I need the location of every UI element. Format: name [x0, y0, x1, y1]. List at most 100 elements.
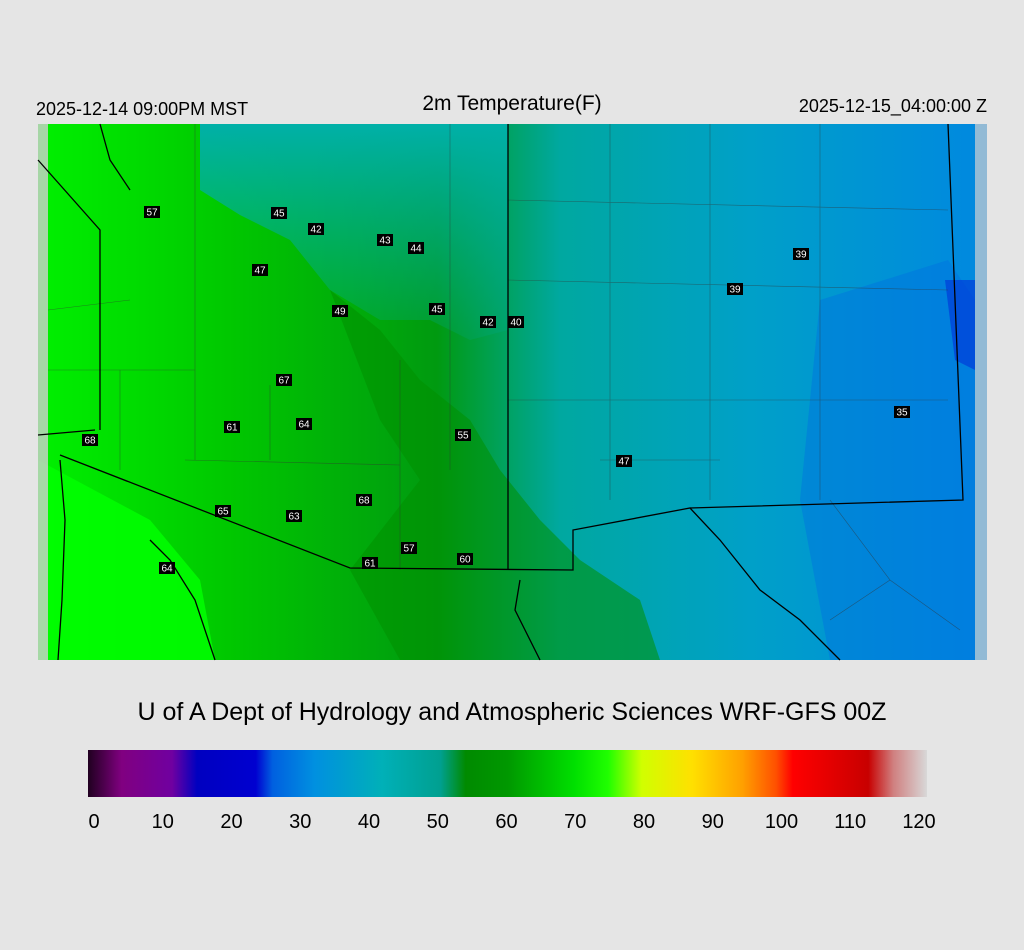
colorbar-tick-label: 40 [358, 811, 380, 833]
station-value: 60 [459, 555, 471, 566]
valid-local-time: 2025-12-14 09:00PM MST [36, 99, 248, 119]
station-value: 40 [510, 318, 522, 329]
station-box [224, 421, 240, 433]
station: 39 [727, 283, 743, 296]
station-value: 42 [310, 225, 322, 236]
colorbar-tick-label: 100 [765, 811, 798, 833]
station: 35 [894, 406, 910, 419]
station-value: 39 [729, 285, 741, 296]
colorbar [88, 750, 927, 797]
station-value: 55 [457, 431, 469, 442]
station-box [144, 206, 160, 218]
station-box [159, 562, 175, 574]
station: 47 [252, 264, 268, 277]
station-value: 35 [896, 408, 908, 419]
colorbar-tick-label: 80 [633, 811, 655, 833]
colorbar-tick-label: 110 [834, 811, 866, 833]
colorbar-ticks: 0 10 20 30 40 50 60 70 80 90 100 110 120 [88, 811, 935, 833]
colorbar-tick-label: 20 [220, 811, 242, 833]
station-box [457, 553, 473, 565]
station-value: 61 [364, 559, 376, 570]
station-box [429, 303, 445, 315]
station-box [308, 223, 324, 235]
colorbar-tick-label: 120 [902, 811, 935, 833]
station: 42 [480, 316, 496, 329]
station-box [455, 429, 471, 441]
colorbar-tick-label: 10 [152, 811, 174, 833]
station-value: 45 [431, 305, 443, 316]
station: 65 [215, 505, 231, 518]
station-box [271, 207, 287, 219]
colorbar-tick-label: 90 [702, 811, 724, 833]
station-value: 67 [278, 376, 290, 387]
station-value: 63 [288, 512, 300, 523]
credit: U of A Dept of Hydrology and Atmospheric… [138, 698, 887, 726]
station: 49 [332, 305, 348, 318]
station: 68 [82, 434, 98, 447]
valid-utc-time: 2025-12-15_04:00:00 Z [799, 96, 987, 117]
station-box [286, 510, 302, 522]
station-box [356, 494, 372, 506]
station: 42 [308, 223, 324, 236]
station: 47 [616, 455, 632, 468]
station: 64 [296, 418, 312, 431]
station: 55 [455, 429, 471, 442]
station: 60 [457, 553, 473, 566]
station: 45 [429, 303, 445, 316]
station-value: 61 [226, 423, 238, 434]
station: 61 [224, 421, 240, 434]
station-box [894, 406, 910, 418]
station-value: 44 [410, 244, 422, 255]
station-box [82, 434, 98, 446]
station-value: 57 [403, 544, 415, 555]
station-labels: 57 45 42 43 44 47 49 45 42 40 39 39 67 61 64 55 68 47 35 65… [82, 206, 910, 575]
station: 64 [159, 562, 175, 575]
station-value: 57 [146, 208, 158, 219]
station: 44 [408, 242, 424, 255]
station-box [332, 305, 348, 317]
station: 67 [276, 374, 292, 387]
station-box [362, 557, 378, 569]
station-box [215, 505, 231, 517]
station-value: 49 [334, 307, 346, 318]
station: 57 [144, 206, 160, 219]
station-value: 68 [358, 496, 370, 507]
station: 61 [362, 557, 378, 570]
station-box [480, 316, 496, 328]
station-value: 64 [298, 420, 310, 431]
station-box [276, 374, 292, 386]
station-box [401, 542, 417, 554]
station: 45 [271, 207, 287, 220]
station-value: 47 [254, 266, 266, 277]
station: 43 [377, 234, 393, 247]
station-box [296, 418, 312, 430]
station-box [727, 283, 743, 295]
station-box [508, 316, 524, 328]
station-box [616, 455, 632, 467]
station-box [793, 248, 809, 260]
station-box [252, 264, 268, 276]
station: 68 [356, 494, 372, 507]
station-value: 65 [217, 507, 229, 518]
temperature-map [37, 123, 987, 661]
colorbar-tick-label: 0 [88, 811, 99, 833]
colorbar-tick-label: 30 [289, 811, 311, 833]
station: 40 [508, 316, 524, 329]
colorbar-tick-label: 60 [495, 811, 517, 833]
station-value: 45 [273, 209, 285, 220]
station-value: 47 [618, 457, 630, 468]
colorbar-tick-label: 50 [427, 811, 449, 833]
map-title: 2m Temperature(F) [422, 92, 601, 115]
colorbar-tick-label: 70 [564, 811, 586, 833]
station-value: 64 [161, 564, 173, 575]
station-value: 43 [379, 236, 391, 247]
station-value: 68 [84, 436, 96, 447]
station-value: 42 [482, 318, 494, 329]
station-box [408, 242, 424, 254]
station: 39 [793, 248, 809, 261]
station-value: 39 [795, 250, 807, 261]
station: 57 [401, 542, 417, 555]
station-box [377, 234, 393, 246]
station: 63 [286, 510, 302, 523]
